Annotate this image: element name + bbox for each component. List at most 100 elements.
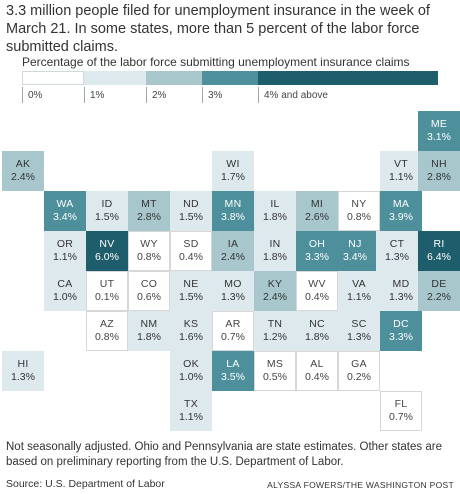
state-tile-vt: VT 1.1% (380, 151, 422, 191)
state-value: 3.3% (305, 251, 329, 263)
state-tile-tx: TX 1.1% (170, 391, 212, 431)
state-abbr: WV (308, 278, 326, 290)
footnote: Not seasonally adjusted. Ohio and Pennsy… (6, 441, 442, 468)
state-value: 3.5% (221, 371, 245, 383)
state-value: 2.8% (137, 211, 161, 223)
legend-swatch (84, 71, 146, 85)
state-tile-ky: KY 2.4% (254, 271, 296, 311)
state-value: 1.3% (389, 291, 413, 303)
state-value: 1.3% (385, 251, 409, 263)
state-abbr: ND (183, 198, 199, 210)
state-tile-wv: WV 0.4% (296, 271, 338, 311)
state-tile-in: IN 1.8% (254, 231, 296, 271)
state-tile-nv: NV 6.0% (86, 231, 128, 271)
legend-swatch (258, 71, 438, 85)
state-tile-nc: NC 1.8% (296, 311, 338, 351)
state-abbr: NY (351, 198, 367, 210)
state-value: 1.1% (389, 171, 413, 183)
state-tile-ms: MS 0.5% (254, 351, 296, 391)
credit-line: ALYSSA FOWERS/THE WASHINGTON POST (267, 480, 454, 490)
legend-swatch (146, 71, 202, 85)
state-value: 1.0% (179, 371, 203, 383)
legend-label: 3% (202, 87, 222, 103)
state-abbr: MO (224, 278, 242, 290)
state-tile-tn: TN 1.2% (254, 311, 296, 351)
state-abbr: VA (352, 278, 366, 290)
state-tile-ne: NE 1.5% (170, 271, 212, 311)
state-value: 3.4% (53, 211, 77, 223)
state-abbr: SC (351, 318, 367, 330)
state-value: 3.3% (389, 331, 413, 343)
state-value: 0.4% (305, 291, 329, 303)
state-abbr: MS (266, 358, 284, 370)
state-abbr: AL (310, 358, 324, 370)
state-value: 1.6% (179, 331, 203, 343)
state-value: 0.2% (347, 371, 371, 383)
state-abbr: KY (267, 278, 283, 290)
state-tile-co: CO 0.6% (128, 271, 170, 311)
state-value: 1.8% (263, 211, 287, 223)
state-value: 2.8% (427, 171, 451, 183)
state-tile-ut: UT 0.1% (86, 271, 128, 311)
state-abbr: ME (430, 118, 448, 130)
state-abbr: LA (226, 358, 240, 370)
state-tile-ga: GA 0.2% (338, 351, 380, 391)
state-abbr: MI (310, 198, 324, 210)
state-tile-mt: MT 2.8% (128, 191, 170, 231)
state-value: 0.8% (95, 331, 119, 343)
state-value: 2.4% (221, 251, 245, 263)
legend-label: 1% (84, 87, 104, 103)
state-abbr: MT (141, 198, 157, 210)
state-value: 0.5% (263, 371, 287, 383)
state-tile-md: MD 1.3% (380, 271, 422, 311)
source-line: Source: U.S. Department of Labor (6, 478, 165, 490)
state-abbr: ID (101, 198, 113, 210)
state-value: 1.0% (53, 291, 77, 303)
state-abbr: OH (308, 238, 326, 250)
state-value: 1.8% (137, 331, 161, 343)
state-abbr: VT (393, 158, 409, 170)
legend-color-scale (22, 71, 438, 85)
state-abbr: UT (99, 278, 115, 290)
state-value: 0.1% (95, 291, 119, 303)
state-tile-ks: KS 1.6% (170, 311, 212, 351)
state-tile-me: ME 3.1% (418, 111, 460, 151)
state-abbr: KS (183, 318, 199, 330)
state-tile-wy: WY 0.8% (128, 231, 170, 271)
state-value: 1.1% (347, 291, 371, 303)
state-value: 0.4% (305, 371, 329, 383)
state-value: 1.1% (53, 251, 77, 263)
state-abbr: OR (56, 238, 74, 250)
state-tile-id: ID 1.5% (86, 191, 128, 231)
state-tile-or: OR 1.1% (44, 231, 86, 271)
state-tile-hi: HI 1.3% (2, 351, 44, 391)
state-tile-ny: NY 0.8% (338, 191, 380, 231)
state-abbr: MA (392, 198, 410, 210)
state-abbr: NJ (348, 238, 362, 250)
state-abbr: TX (183, 398, 199, 410)
state-tile-wi: WI 1.7% (212, 151, 254, 191)
state-tile-ia: IA 2.4% (212, 231, 254, 271)
state-tile-ri: RI 6.4% (418, 231, 460, 271)
state-value: 2.2% (427, 291, 451, 303)
headline: 3.3 million people filed for unemploymen… (6, 3, 430, 55)
state-value: 1.5% (95, 211, 119, 223)
state-abbr: WI (226, 158, 240, 170)
state-abbr: HI (17, 358, 29, 370)
state-value: 0.8% (347, 211, 371, 223)
state-tile-nh: NH 2.8% (418, 151, 460, 191)
state-tile-il: IL 1.8% (254, 191, 296, 231)
state-value: 6.0% (95, 251, 119, 263)
legend-swatch (22, 71, 84, 85)
state-abbr: FL (394, 398, 408, 410)
state-value: 0.7% (389, 411, 413, 423)
state-abbr: NH (431, 158, 447, 170)
state-abbr: AR (225, 318, 241, 330)
state-value: 0.8% (137, 251, 161, 263)
state-tile-sd: SD 0.4% (170, 231, 212, 271)
state-abbr: IN (269, 238, 281, 250)
state-abbr: WY (140, 238, 158, 250)
state-abbr: NM (140, 318, 158, 330)
state-abbr: NV (99, 238, 115, 250)
state-value: 2.4% (11, 171, 35, 183)
